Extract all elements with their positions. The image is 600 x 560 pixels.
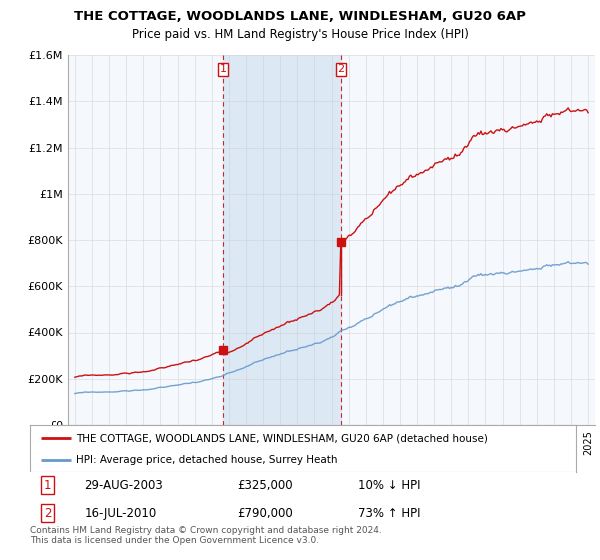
- Text: Contains HM Land Registry data © Crown copyright and database right 2024.
This d: Contains HM Land Registry data © Crown c…: [30, 526, 382, 545]
- Text: 1: 1: [220, 64, 226, 74]
- Text: THE COTTAGE, WOODLANDS LANE, WINDLESHAM, GU20 6AP: THE COTTAGE, WOODLANDS LANE, WINDLESHAM,…: [74, 10, 526, 23]
- Text: HPI: Average price, detached house, Surrey Heath: HPI: Average price, detached house, Surr…: [76, 455, 338, 465]
- Text: 29-AUG-2003: 29-AUG-2003: [85, 479, 163, 492]
- Text: 16-JUL-2010: 16-JUL-2010: [85, 507, 157, 520]
- Text: £325,000: £325,000: [238, 479, 293, 492]
- Text: Price paid vs. HM Land Registry's House Price Index (HPI): Price paid vs. HM Land Registry's House …: [131, 28, 469, 41]
- Text: 1: 1: [44, 479, 51, 492]
- Text: 2: 2: [337, 64, 344, 74]
- Text: £790,000: £790,000: [238, 507, 293, 520]
- Text: 2: 2: [44, 507, 51, 520]
- Text: 10% ↓ HPI: 10% ↓ HPI: [358, 479, 420, 492]
- Bar: [223, 55, 341, 425]
- Text: 73% ↑ HPI: 73% ↑ HPI: [358, 507, 420, 520]
- Text: THE COTTAGE, WOODLANDS LANE, WINDLESHAM, GU20 6AP (detached house): THE COTTAGE, WOODLANDS LANE, WINDLESHAM,…: [76, 433, 488, 443]
